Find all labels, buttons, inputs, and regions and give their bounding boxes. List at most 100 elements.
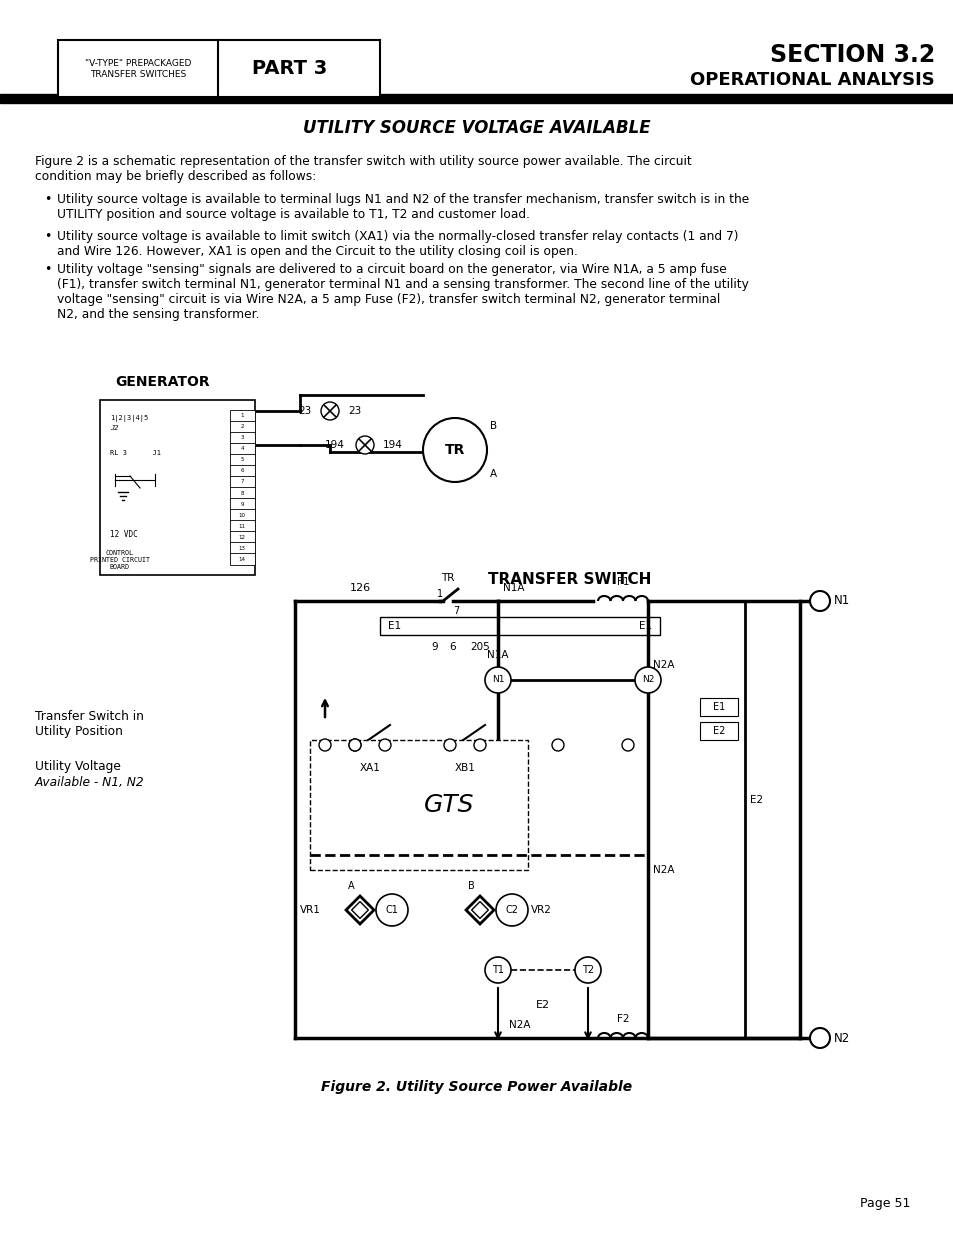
Text: 13: 13	[238, 546, 245, 551]
Circle shape	[496, 894, 527, 926]
Bar	[310, 740, 527, 869]
Text: 11: 11	[238, 524, 245, 529]
Circle shape	[349, 739, 360, 751]
Text: UTILITY SOURCE VOLTAGE AVAILABLE: UTILITY SOURCE VOLTAGE AVAILABLE	[303, 119, 650, 137]
Text: N1: N1	[491, 676, 504, 684]
Text: 10: 10	[238, 513, 245, 517]
Text: "V-TYPE" PREPACKAGED
TRANSFER SWITCHES: "V-TYPE" PREPACKAGED TRANSFER SWITCHES	[85, 59, 191, 79]
Text: Transfer Switch in
Utility Position: Transfer Switch in Utility Position	[35, 710, 144, 739]
Text: N2: N2	[641, 676, 654, 684]
Text: XB1: XB1	[454, 763, 475, 773]
Text: N1: N1	[833, 594, 849, 608]
Bar	[100, 400, 254, 576]
Text: 6: 6	[449, 642, 456, 652]
Text: E2: E2	[712, 726, 724, 736]
Bar	[230, 520, 254, 532]
Circle shape	[355, 436, 374, 454]
Text: 4: 4	[240, 446, 244, 451]
Text: Utility Voltage: Utility Voltage	[35, 760, 121, 773]
Text: N2A: N2A	[509, 1020, 530, 1030]
Text: 194: 194	[382, 440, 402, 450]
Text: N1A: N1A	[487, 650, 508, 659]
Polygon shape	[471, 902, 488, 919]
Polygon shape	[352, 902, 368, 919]
Circle shape	[378, 739, 391, 751]
Bar	[230, 531, 254, 543]
Circle shape	[320, 403, 338, 420]
Circle shape	[318, 739, 331, 751]
Text: 6: 6	[240, 468, 244, 473]
Text: N2A: N2A	[652, 659, 674, 671]
Text: TR: TR	[441, 573, 455, 583]
Text: T1: T1	[492, 965, 503, 974]
Text: 8: 8	[240, 490, 244, 495]
Bar	[230, 553, 254, 566]
Text: 12: 12	[238, 535, 245, 540]
Text: E2: E2	[749, 795, 762, 805]
Text: 126: 126	[349, 583, 370, 593]
Circle shape	[484, 667, 511, 693]
Text: C1: C1	[385, 905, 398, 915]
Bar	[700, 722, 738, 740]
Text: 9: 9	[432, 642, 437, 652]
Circle shape	[443, 739, 456, 751]
Text: PART 3: PART 3	[253, 59, 327, 79]
Text: VR1: VR1	[300, 905, 320, 915]
Text: F2: F2	[616, 1014, 629, 1024]
Bar	[58, 40, 379, 98]
Text: 5: 5	[240, 457, 244, 462]
Text: •: •	[44, 230, 51, 243]
Bar	[230, 509, 254, 521]
Text: Page 51: Page 51	[859, 1197, 909, 1210]
Text: E1: E1	[639, 621, 651, 631]
Circle shape	[349, 739, 360, 751]
Text: TR: TR	[444, 443, 465, 457]
Text: 1|2|3|4|5: 1|2|3|4|5	[110, 415, 148, 422]
Bar	[230, 410, 254, 421]
Text: E1: E1	[712, 701, 724, 713]
Text: RL 3      J1: RL 3 J1	[110, 450, 161, 456]
Circle shape	[809, 1028, 829, 1049]
Bar	[230, 487, 254, 499]
Polygon shape	[346, 897, 374, 924]
Text: GENERATOR: GENERATOR	[115, 375, 210, 389]
Text: T2: T2	[581, 965, 594, 974]
Circle shape	[621, 739, 634, 751]
Circle shape	[422, 417, 486, 482]
Text: 194: 194	[325, 440, 345, 450]
Bar	[230, 475, 254, 488]
Text: E2: E2	[536, 1000, 550, 1010]
Text: •: •	[44, 193, 51, 206]
Text: GTS: GTS	[423, 793, 474, 818]
Text: CONTROL
PRINTED CIRCUIT
BOARD: CONTROL PRINTED CIRCUIT BOARD	[90, 550, 150, 571]
Bar	[230, 443, 254, 454]
Text: B: B	[467, 881, 474, 890]
Text: Utility source voltage is available to terminal lugs N1 and N2 of the transfer m: Utility source voltage is available to t…	[57, 193, 748, 221]
Text: 7: 7	[240, 479, 244, 484]
Bar	[230, 498, 254, 510]
Text: OPERATIONAL ANALYSIS: OPERATIONAL ANALYSIS	[690, 70, 934, 89]
Text: 12 VDC: 12 VDC	[110, 530, 137, 538]
Text: 14: 14	[238, 557, 245, 562]
Text: Utility voltage "sensing" signals are delivered to a circuit board on the genera: Utility voltage "sensing" signals are de…	[57, 263, 748, 321]
Text: XA1: XA1	[359, 763, 380, 773]
Bar	[0, 94, 953, 103]
Text: 1: 1	[436, 589, 442, 599]
Text: A: A	[347, 881, 354, 890]
Text: Figure 2. Utility Source Power Available: Figure 2. Utility Source Power Available	[321, 1079, 632, 1094]
Bar	[700, 698, 738, 716]
Circle shape	[635, 667, 660, 693]
Bar	[230, 432, 254, 443]
Text: 205: 205	[470, 642, 489, 652]
Circle shape	[552, 739, 563, 751]
Text: Available - N1, N2: Available - N1, N2	[35, 776, 145, 789]
Text: TRANSFER SWITCH: TRANSFER SWITCH	[488, 572, 651, 587]
Text: B: B	[490, 421, 497, 431]
Text: VR2: VR2	[531, 905, 551, 915]
Text: 3: 3	[240, 435, 244, 440]
Text: 23: 23	[348, 406, 361, 416]
Text: J2: J2	[110, 425, 118, 431]
Bar	[230, 453, 254, 466]
Bar	[230, 464, 254, 477]
Text: F1: F1	[616, 577, 629, 587]
